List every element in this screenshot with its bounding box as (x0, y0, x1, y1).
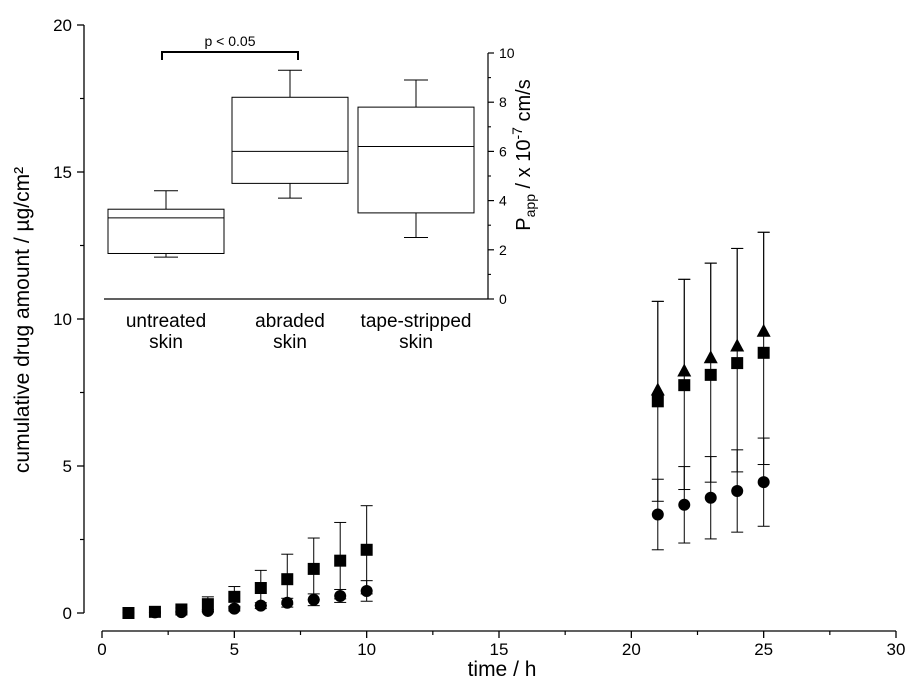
x-tick-label: 5 (230, 640, 239, 659)
box-iqr (231, 96, 349, 184)
inset-category-label: untreated (126, 311, 206, 332)
inset-category-label: skin (273, 332, 307, 353)
square-marker (281, 573, 294, 586)
y-tick-label: 0 (63, 604, 72, 623)
y-tick-label: 15 (53, 163, 72, 182)
square-marker (704, 368, 717, 381)
triangle-marker (756, 323, 771, 337)
x-tick-label: 10 (357, 640, 376, 659)
x-tick-label: 15 (490, 640, 509, 659)
circle-marker (254, 599, 267, 612)
significance-bracket (161, 51, 299, 60)
circle-marker (334, 589, 347, 602)
square-marker (254, 582, 267, 595)
inset-y-tick-label: 6 (499, 143, 507, 159)
circle-marker (307, 593, 320, 606)
square-marker (678, 379, 691, 392)
box-iqr (107, 208, 225, 254)
circle-marker (678, 498, 691, 511)
circle-marker (757, 476, 770, 489)
square-marker (148, 605, 161, 618)
inset-y-tick-label: 4 (499, 193, 507, 209)
square-marker (122, 607, 135, 619)
inset-category-label: skin (399, 332, 433, 353)
inset-y-tick-label: 8 (499, 94, 507, 110)
square-marker (731, 357, 744, 370)
y-tick-label: 10 (53, 310, 72, 329)
square-marker (757, 346, 770, 359)
triangle-marker (730, 338, 745, 352)
circle-marker (704, 491, 717, 504)
triangle-marker (677, 363, 692, 377)
circle-marker (651, 508, 664, 521)
y-tick-label: 20 (53, 16, 72, 35)
inset-y-tick-label: 2 (499, 242, 507, 258)
x-tick-label: 25 (754, 640, 773, 659)
inset-boxplot: 0246810untreatedskinabradedskintape-stri… (104, 33, 538, 353)
square-marker (334, 554, 347, 567)
inset-category-label: abraded (255, 311, 325, 332)
circle-marker (228, 602, 241, 615)
inset-y-tick-label: 0 (499, 291, 507, 307)
square-marker (201, 598, 214, 611)
circle-marker (281, 596, 294, 609)
x-axis-title: time / h (468, 658, 537, 681)
main-series (122, 231, 771, 619)
square-marker (651, 395, 664, 408)
x-tick-label: 30 (887, 640, 905, 659)
inset-y-tick-label: 10 (499, 45, 515, 61)
triangle-marker (703, 350, 718, 364)
x-tick-label: 20 (622, 640, 641, 659)
inset-y-axis-title: Papp / x 10-7 cm/s (509, 79, 538, 230)
x-tick-label: 0 (97, 640, 106, 659)
square-marker (360, 543, 373, 556)
inset-category-label: tape-stripped (361, 311, 472, 332)
y-axis-title: cumulative drug amount / µg/cm² (11, 167, 34, 473)
square-marker (175, 603, 188, 616)
circle-marker (360, 584, 373, 597)
square-marker (307, 562, 320, 575)
triangle-marker (650, 382, 665, 396)
circle-marker (731, 484, 744, 497)
y-tick-label: 5 (63, 457, 72, 476)
square-marker (228, 590, 241, 603)
inset-category-label: skin (149, 332, 183, 353)
significance-label: p < 0.05 (205, 33, 256, 49)
box-iqr (357, 106, 475, 214)
